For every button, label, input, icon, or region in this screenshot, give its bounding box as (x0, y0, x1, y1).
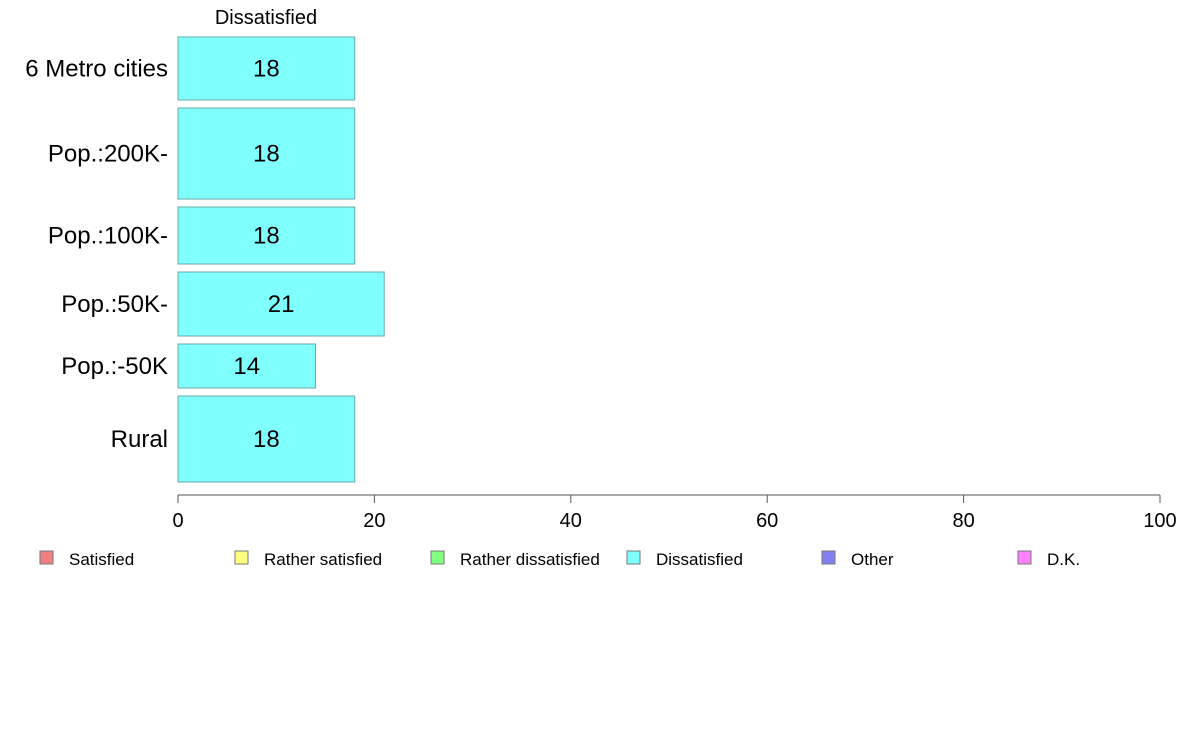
bar-value-label: 18 (253, 56, 280, 83)
x-tick-label: 80 (952, 510, 974, 532)
legend-label: Other (851, 550, 894, 569)
category-label: Pop.:100K- (48, 223, 168, 250)
bar-value-label: 18 (253, 426, 280, 453)
x-tick-label: 100 (1143, 510, 1176, 532)
legend-swatch (430, 550, 445, 565)
bar (177, 36, 356, 101)
bar-value-label: 18 (253, 223, 280, 250)
legend-label: Rather satisfied (264, 550, 382, 569)
bar (177, 395, 356, 483)
category-label: Rural (111, 426, 168, 453)
x-tick-label: 0 (172, 510, 183, 532)
legend-swatch (39, 550, 54, 565)
legend-label: Dissatisfied (656, 550, 743, 569)
x-tick-label: 60 (756, 510, 778, 532)
x-tick-label: 20 (363, 510, 385, 532)
bar-value-label: 18 (253, 141, 280, 168)
bar (177, 206, 356, 265)
x-axis: 0 20 40 60 80 100 (172, 494, 1177, 532)
legend-swatch (234, 550, 249, 565)
legend: Satisfied Rather satisfied Rather dissatis… (39, 550, 1080, 569)
x-tick-label: 40 (560, 510, 582, 532)
bar-value-label: 14 (233, 353, 260, 380)
legend-label: Satisfied (69, 550, 134, 569)
column-header: Dissatisfied (215, 7, 317, 29)
bar (177, 343, 316, 389)
category-label: Pop.:-50K (61, 353, 168, 380)
category-label: Pop.:50K- (61, 291, 168, 318)
category-label: 6 Metro cities (25, 56, 168, 83)
legend-label: D.K. (1047, 550, 1080, 569)
legend-swatch (626, 550, 641, 565)
bars-group: 6 Metro cities 18 Pop.:200K- 18 Pop.:100K- 18… (25, 36, 385, 483)
category-label: Pop.:200K- (48, 141, 168, 168)
legend-swatch (1017, 550, 1032, 565)
bar (177, 271, 385, 337)
legend-swatch (821, 550, 836, 565)
bar (177, 107, 356, 200)
bar-value-label: 21 (268, 291, 295, 318)
legend-label: Rather dissatisfied (460, 550, 600, 569)
